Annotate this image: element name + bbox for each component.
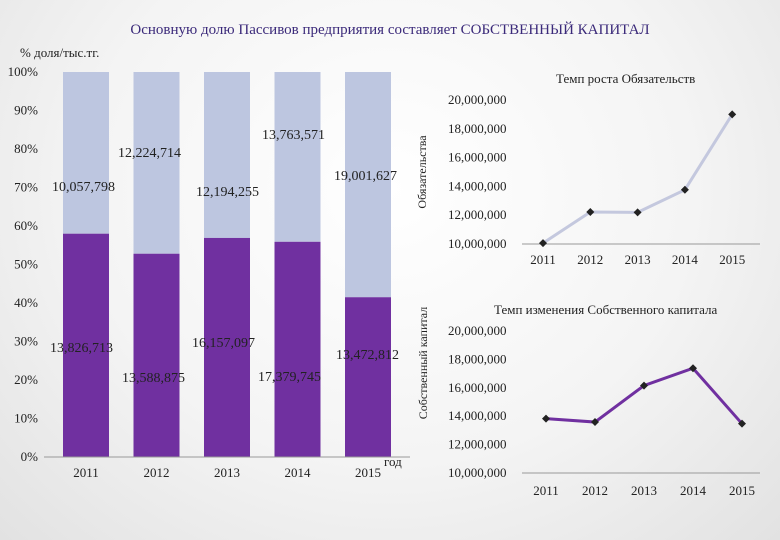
liabilities-value-label: 12,194,255: [196, 185, 259, 200]
equity-value-label: 17,379,745: [258, 370, 321, 385]
bar-y-tick-label: 50%: [14, 257, 38, 272]
line-point-marker: [539, 239, 547, 248]
liabilities-bar-segment: [63, 72, 109, 234]
line-point-marker: [542, 414, 550, 423]
line-y-tick-label: 14,000,000: [448, 408, 507, 423]
line-series: [542, 113, 734, 245]
line-y-tick-label: 18,000,000: [448, 121, 507, 136]
line-point-marker: [640, 381, 648, 390]
liabilities-value-label: 19,001,627: [334, 169, 397, 184]
bar-x-tick-label: 2011: [73, 465, 99, 480]
line-x-tick-label: 2011: [533, 483, 559, 498]
line-y-axis-label: Собственный капитал: [416, 307, 430, 419]
equity-value-label: 16,157,097: [192, 336, 255, 351]
line-x-tick-label: 2015: [719, 252, 745, 267]
line-x-tick-label: 2012: [577, 252, 603, 267]
equity-value-label: 13,472,812: [336, 348, 399, 363]
line-point-marker: [728, 110, 737, 119]
bar-x-tick-label: 2013: [214, 465, 240, 480]
line-x-tick-label: 2013: [625, 252, 651, 267]
bar-y-tick-label: 10%: [14, 411, 38, 426]
liabilities-value-label: 13,763,571: [262, 128, 325, 143]
line-x-tick-label: 2015: [729, 483, 755, 498]
line-y-tick-label: 16,000,000: [448, 150, 507, 165]
line-x-tick-label: 2013: [631, 483, 657, 498]
equity-bar-segment: [63, 233, 109, 457]
line-chart-title: Темп изменения Собственного капитала: [494, 302, 718, 317]
page-title: Основную долю Пассивов предприятия соста…: [130, 22, 650, 38]
line-point-marker: [738, 419, 746, 428]
line-y-tick-label: 14,000,000: [448, 178, 507, 193]
bar-y-tick-label: 60%: [14, 218, 38, 233]
bar-x-tick-label: 2014: [285, 465, 312, 480]
equity-bar-segment: [345, 297, 391, 457]
line-x-tick-label: 2014: [672, 252, 699, 267]
line-y-axis-label: Обязательства: [415, 135, 429, 209]
line-y-tick-label: 20,000,000: [448, 92, 507, 107]
equity-bar-segment: [133, 253, 180, 457]
liabilities-bar-segment: [345, 72, 391, 298]
line-y-tick-label: 18,000,000: [448, 351, 507, 366]
bar-y-tick-label: 70%: [14, 180, 38, 195]
line-y-tick-label: 16,000,000: [448, 380, 507, 395]
liabilities-value-label: 10,057,798: [52, 180, 115, 195]
bar-x-tick-label: 2012: [144, 465, 170, 480]
equity-value-label: 13,826,713: [50, 341, 113, 356]
line-point-marker: [689, 364, 697, 373]
line-x-tick-label: 2012: [582, 483, 608, 498]
line-chart-title: Темп роста Обязательств: [556, 71, 695, 86]
line-x-tick-label: 2011: [530, 252, 556, 267]
bar-y-tick-label: 80%: [14, 141, 38, 156]
line-series: [545, 366, 744, 425]
line-point-marker: [633, 208, 642, 217]
unit-label: % доля/тыс.тг.: [20, 45, 100, 60]
line-point-marker: [680, 185, 689, 194]
equity-bar-segment: [204, 237, 250, 457]
line-x-tick-label: 2014: [680, 483, 707, 498]
bar-x-tick-label: 2015: [355, 465, 381, 480]
equity-bar-segment: [274, 241, 321, 457]
line-point-marker: [591, 418, 599, 427]
bar-y-tick-label: 100%: [8, 64, 39, 79]
bar-y-tick-label: 30%: [14, 334, 38, 349]
line-point-marker: [586, 207, 595, 216]
bar-y-tick-label: 90%: [14, 103, 38, 118]
bar-y-tick-label: 40%: [14, 295, 38, 310]
line-y-tick-label: 12,000,000: [448, 437, 507, 452]
line-y-tick-label: 20,000,000: [448, 323, 507, 338]
liabilities-bar-segment: [133, 72, 180, 254]
bar-y-tick-label: 0%: [21, 449, 39, 464]
line-y-tick-label: 10,000,000: [448, 465, 507, 480]
line-y-tick-label: 10,000,000: [448, 236, 507, 251]
bar-x-axis-label: год: [384, 454, 402, 469]
bar-y-tick-label: 20%: [14, 372, 38, 387]
equity-value-label: 13,588,875: [122, 371, 185, 386]
liabilities-bar-segment: [204, 72, 250, 238]
liabilities-value-label: 12,224,714: [118, 146, 181, 161]
liabilities-bar-segment: [274, 72, 321, 242]
line-y-tick-label: 12,000,000: [448, 207, 507, 222]
